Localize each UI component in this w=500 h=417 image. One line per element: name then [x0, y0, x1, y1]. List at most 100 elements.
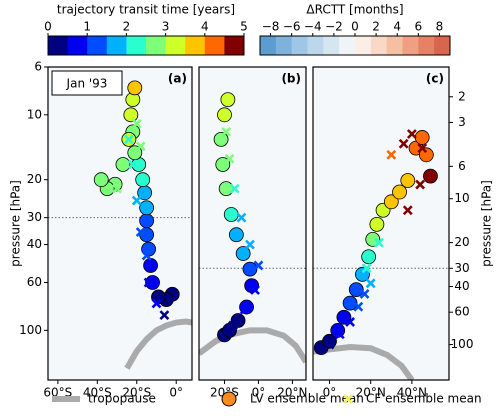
- trajectory-point: [223, 207, 239, 222]
- panel-content: [313, 129, 449, 380]
- annotation-box: [51, 70, 123, 96]
- x-tick-label: 0°: [169, 386, 183, 400]
- y-axis-label: pressure [hPa]: [9, 180, 23, 267]
- colorbar-tick-label: 2: [372, 20, 380, 34]
- colorbar-bin: [48, 36, 69, 55]
- trajectory-point: [418, 147, 434, 163]
- trajectory-cross: [365, 278, 376, 289]
- trajectory-cross: [374, 237, 384, 248]
- x-tick-label: 40°S: [83, 386, 112, 400]
- colorbar-tick-label: −6: [283, 20, 301, 34]
- trajectory-cross: [131, 195, 142, 206]
- trajectory-point: [139, 200, 155, 216]
- colorbar-bin: [307, 36, 324, 55]
- colorbar-bin: [434, 36, 451, 55]
- colorbar-tick-label: 4: [393, 20, 401, 34]
- trajectory-point: [217, 107, 232, 123]
- trajectory-cross: [417, 143, 428, 154]
- trajectory-cross: [135, 227, 146, 237]
- y2-tick-label: 40: [454, 279, 469, 293]
- tropopause: [199, 327, 306, 364]
- trajectory-cross: [402, 205, 413, 216]
- trajectory-cross: [151, 298, 162, 309]
- trajectory-cross: [239, 304, 250, 315]
- colorbar-bin: [339, 36, 356, 55]
- trajectory-point: [322, 333, 337, 349]
- colorbar-bin: [224, 36, 245, 55]
- x-tick-label: 20°N: [356, 386, 386, 400]
- annotation: Jan '93: [66, 77, 108, 91]
- trajectory-point: [361, 249, 377, 265]
- colorbar-title: trajectory transit time [years]: [57, 3, 235, 17]
- y2-tick-label: 2: [458, 89, 466, 103]
- legend-cf: [343, 394, 353, 404]
- trajectory-cross: [228, 320, 238, 331]
- panel-label: (b): [281, 72, 301, 86]
- colorbar-frame: [47, 35, 245, 56]
- colorbar-tick-label: 5: [240, 20, 248, 34]
- trajectory-cross: [406, 129, 417, 139]
- trajectory-point: [423, 168, 438, 184]
- trajectory-cross: [236, 212, 247, 223]
- trajectory-cross: [398, 138, 409, 149]
- colorbar-tick-label: 3: [162, 20, 170, 34]
- trajectory-point: [213, 131, 229, 147]
- trajectory-cross: [127, 159, 138, 170]
- panel-frame: [312, 66, 450, 381]
- y2-tick-label: 10: [454, 191, 469, 205]
- panel-label: (a): [168, 72, 187, 86]
- colorbar-bin: [323, 36, 340, 55]
- colorbar-bin: [106, 36, 127, 55]
- colorbar-bin: [355, 36, 372, 55]
- colorbar-bin: [386, 36, 403, 55]
- trajectory-cross: [353, 301, 364, 312]
- trajectory-cross: [141, 250, 152, 261]
- trajectory-cross: [250, 285, 260, 295]
- trajectory-cross: [245, 239, 255, 250]
- colorbar-tick-label: −4: [304, 20, 322, 34]
- trajectory-cross: [159, 310, 170, 321]
- colorbar-title: ΔRCTT [months]: [306, 3, 403, 17]
- y-tick-label: 60: [27, 275, 42, 289]
- trajectory-cross: [361, 263, 372, 274]
- colorbar-tick-label: 0: [351, 20, 359, 34]
- panel-bg: [48, 67, 192, 380]
- trajectory-point: [115, 157, 131, 172]
- colorbar-tick-label: 6: [415, 20, 423, 34]
- trajectory-cross: [334, 329, 345, 340]
- y-tick-label: 40: [27, 237, 42, 251]
- trajectory-point: [143, 258, 158, 273]
- tropopause: [124, 318, 192, 370]
- colorbar-tick-label: −8: [262, 20, 280, 34]
- trajectory-cross: [345, 317, 356, 327]
- y-tick-label: 10: [27, 107, 42, 121]
- trajectory-point: [242, 261, 258, 277]
- trajectory-point: [93, 172, 109, 188]
- trajectory-point: [123, 107, 139, 123]
- colorbar-tick-label: 1: [83, 20, 91, 34]
- trajectory-cross: [123, 134, 134, 145]
- colorbar-bin: [418, 36, 435, 55]
- legend-lv: [221, 391, 237, 407]
- y-tick-label: 100: [19, 323, 42, 337]
- colorbar-bin: [370, 36, 388, 55]
- y2-tick-label: 30: [454, 261, 469, 275]
- y-tick-label: 30: [27, 210, 42, 224]
- x-tick-label: 0°: [323, 386, 337, 400]
- panel-content: [199, 92, 306, 364]
- trajectory-point: [218, 181, 234, 197]
- y2-tick-label: 3: [458, 115, 466, 129]
- trajectory-cross: [253, 260, 264, 271]
- y2-axis-label: pressure [hPa]: [480, 180, 494, 267]
- trajectory-point: [220, 92, 236, 108]
- x-tick-label: 20°N: [277, 386, 307, 400]
- trajectory-cross: [359, 289, 370, 299]
- colorbar-tick-label: 4: [201, 20, 209, 34]
- colorbar-tick-label: 8: [436, 20, 444, 34]
- x-tick-label: 0°: [252, 386, 266, 400]
- trajectory-point: [365, 231, 381, 247]
- y2-tick-label: 20: [454, 235, 469, 249]
- y-tick-label: 6: [34, 60, 42, 74]
- y2-tick-label: 100: [451, 337, 474, 351]
